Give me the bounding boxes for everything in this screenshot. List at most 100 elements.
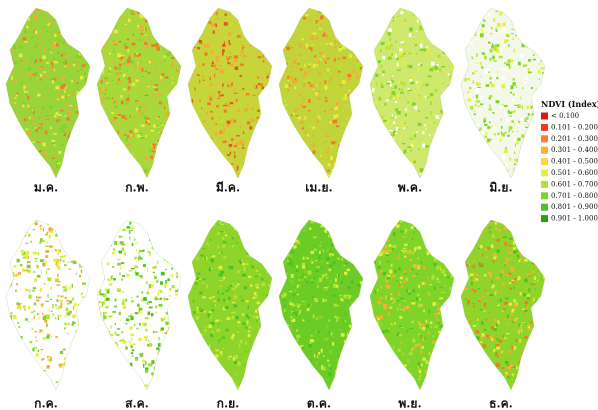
speckle xyxy=(15,364,16,367)
speckle xyxy=(245,74,246,78)
speckle xyxy=(113,42,115,45)
speckle xyxy=(358,252,362,253)
speckle xyxy=(71,175,73,178)
speckle xyxy=(212,309,214,312)
speckle xyxy=(539,17,541,21)
speckle xyxy=(211,259,214,263)
speckle xyxy=(454,275,457,277)
speckle xyxy=(352,115,353,117)
speckle xyxy=(446,153,450,155)
speckle xyxy=(62,62,64,65)
speckle xyxy=(32,52,34,53)
speckle xyxy=(149,253,151,256)
map-fill xyxy=(6,220,94,395)
speckle xyxy=(483,117,486,119)
speckle xyxy=(438,56,441,58)
speckle xyxy=(422,337,424,341)
speckle xyxy=(47,173,50,175)
speckle xyxy=(146,27,147,31)
speckle xyxy=(89,254,91,256)
speckle xyxy=(442,127,444,130)
speckle xyxy=(361,85,362,86)
speckle xyxy=(70,18,71,20)
speckle xyxy=(203,80,205,81)
speckle xyxy=(113,143,116,145)
speckle xyxy=(378,17,380,18)
speckle xyxy=(389,101,391,105)
speckle xyxy=(98,239,100,243)
speckle xyxy=(159,298,162,300)
speckle xyxy=(33,379,34,381)
speckle xyxy=(100,248,103,249)
speckle xyxy=(388,32,390,36)
ndvi-maps: NDVI (Index) ม.ค.ก.พ.มี.ค.เม.ย.พ.ค.มิ.ย.… xyxy=(0,0,598,410)
speckle xyxy=(189,35,191,38)
speckle xyxy=(497,356,499,358)
speckle xyxy=(203,258,204,260)
speckle xyxy=(56,17,60,19)
speckle xyxy=(46,242,48,244)
speckle xyxy=(138,110,140,113)
speckle xyxy=(79,361,81,365)
speckle xyxy=(525,125,528,127)
speckle xyxy=(388,360,390,361)
speckle xyxy=(346,274,348,276)
speckle xyxy=(79,370,81,373)
speckle xyxy=(244,350,248,353)
speckle xyxy=(103,317,104,321)
speckle xyxy=(31,117,34,120)
speckle xyxy=(242,234,244,238)
speckle xyxy=(204,144,205,148)
speckle xyxy=(58,41,61,42)
speckle xyxy=(319,117,320,120)
speckle xyxy=(257,276,261,277)
speckle xyxy=(453,287,456,289)
speckle xyxy=(455,99,459,102)
speckle xyxy=(400,230,401,233)
speckle xyxy=(438,145,441,146)
speckle xyxy=(333,285,335,287)
speckle xyxy=(511,121,513,123)
speckle xyxy=(34,16,38,20)
speckle xyxy=(311,167,314,168)
speckle xyxy=(225,382,226,385)
speckle xyxy=(391,142,394,145)
speckle xyxy=(439,326,443,327)
speckle xyxy=(314,354,315,357)
speckle xyxy=(518,324,521,325)
speckle xyxy=(144,169,148,172)
speckle xyxy=(451,300,453,304)
speckle xyxy=(38,116,41,118)
speckle xyxy=(400,67,402,69)
speckle xyxy=(302,301,306,302)
speckle xyxy=(79,275,81,278)
speckle xyxy=(164,21,168,25)
speckle xyxy=(15,290,17,292)
speckle xyxy=(139,39,140,40)
speckle xyxy=(180,339,183,342)
speckle xyxy=(416,131,418,132)
speckle xyxy=(378,275,379,277)
speckle xyxy=(304,270,307,273)
speckle xyxy=(444,258,445,262)
speckle xyxy=(333,11,335,14)
speckle xyxy=(199,22,202,23)
speckle xyxy=(505,298,509,300)
speckle xyxy=(43,380,45,383)
speckle xyxy=(192,241,195,243)
speckle xyxy=(113,170,115,174)
speckle xyxy=(505,387,508,389)
speckle xyxy=(399,157,400,158)
speckle xyxy=(35,390,37,392)
speckle xyxy=(25,138,27,140)
speckle xyxy=(514,163,516,165)
speckle xyxy=(447,243,449,244)
speckle xyxy=(236,135,240,136)
speckle xyxy=(415,81,416,84)
speckle xyxy=(238,17,239,21)
speckle xyxy=(272,83,274,86)
speckle xyxy=(181,37,183,40)
speckle xyxy=(101,80,103,83)
speckle xyxy=(48,294,49,298)
speckle xyxy=(38,35,41,37)
